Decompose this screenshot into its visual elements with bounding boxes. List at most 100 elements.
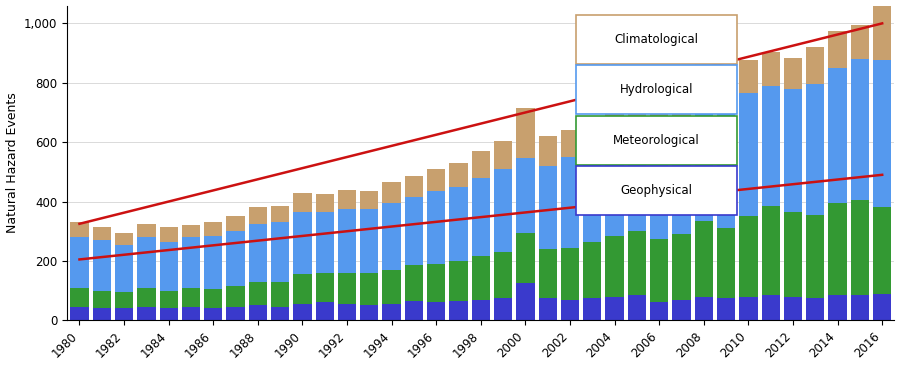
FancyBboxPatch shape [576,15,737,64]
Bar [650,303,669,320]
Bar [717,112,735,228]
Bar [717,72,735,112]
Bar [227,307,245,320]
Bar [93,291,111,309]
Bar [517,158,535,233]
Bar [115,233,133,244]
Bar [650,239,669,303]
Bar [739,296,758,320]
Bar [672,83,690,122]
Bar [472,299,490,320]
Bar [472,257,490,299]
Bar [70,222,88,237]
Bar [717,298,735,320]
Bar [628,295,646,320]
Bar [316,303,334,320]
Bar [449,301,468,320]
Bar [204,222,222,236]
Bar [672,234,690,299]
Bar [494,298,512,320]
Bar [628,83,646,127]
Bar [494,252,512,298]
Bar [360,306,379,320]
Bar [204,309,222,320]
Bar [517,233,535,283]
Bar [137,307,156,320]
Bar [717,228,735,298]
Bar [360,273,379,306]
Bar [472,178,490,257]
Bar [227,216,245,231]
Bar [248,224,267,282]
Bar [494,141,512,169]
Bar [828,31,847,68]
Bar [115,292,133,309]
Bar [806,47,824,84]
Bar [806,84,824,215]
Bar [850,200,869,295]
Bar [650,130,669,239]
Bar [338,273,356,304]
Bar [70,288,88,307]
Bar [405,265,423,301]
Bar [70,307,88,320]
Bar [517,108,535,158]
Bar [204,236,222,289]
Bar [93,309,111,320]
Bar [828,68,847,203]
Bar [761,52,779,86]
Bar [561,130,580,157]
Bar [405,176,423,197]
Bar [538,249,557,298]
FancyBboxPatch shape [576,116,737,164]
Bar [449,187,468,261]
Bar [93,240,111,291]
Bar [159,227,178,242]
Bar [739,216,758,296]
Bar [316,273,334,303]
Bar [137,288,156,307]
Bar [695,62,713,104]
Bar [873,208,891,294]
Bar [293,274,311,304]
Bar [293,304,311,320]
Bar [517,283,535,320]
Bar [538,298,557,320]
Bar [227,231,245,286]
Bar [761,206,779,295]
Bar [93,227,111,240]
Bar [695,104,713,221]
Bar [115,244,133,292]
Bar [472,151,490,178]
Bar [494,169,512,252]
Bar [761,295,779,320]
Bar [606,139,624,236]
Bar [428,264,446,303]
Bar [449,163,468,187]
Bar [293,193,311,212]
Bar [182,288,200,307]
Bar [227,286,245,307]
Bar [382,270,400,304]
Bar [761,86,779,206]
Bar [628,127,646,231]
Bar [583,298,601,320]
Bar [538,166,557,249]
Bar [70,237,88,288]
Text: Climatological: Climatological [615,33,698,46]
Bar [806,215,824,298]
Bar [784,212,802,296]
Bar [382,203,400,270]
Bar [606,296,624,320]
Bar [583,123,601,151]
Bar [606,236,624,296]
Bar [428,303,446,320]
Bar [850,25,869,59]
Bar [538,136,557,166]
Text: Hydrological: Hydrological [620,83,693,96]
Bar [271,282,289,307]
Bar [784,296,802,320]
Bar [784,89,802,212]
Bar [159,291,178,309]
Bar [650,96,669,130]
